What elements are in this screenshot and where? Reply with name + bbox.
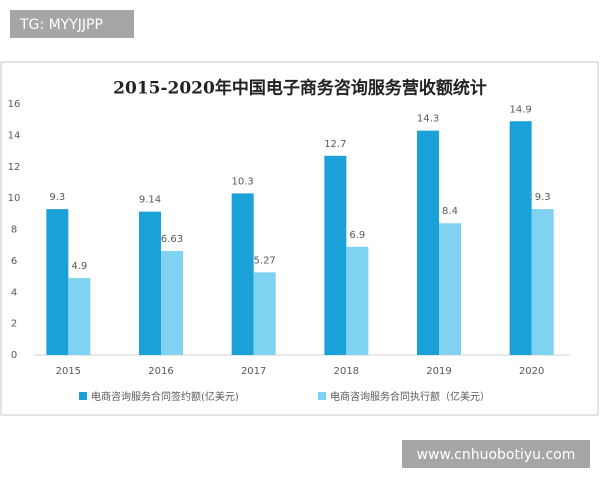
y-tick-label: 12 [8, 162, 21, 173]
bar [139, 211, 161, 355]
x-tick-label: 2019 [426, 366, 451, 377]
y-tick-label: 0 [11, 350, 17, 361]
legend-swatch [79, 392, 87, 400]
bar [417, 130, 439, 355]
chart-frame [0, 61, 599, 416]
y-tick-label: 6 [11, 256, 17, 267]
data-label: 12.7 [324, 139, 346, 150]
data-label: 6.63 [161, 234, 183, 245]
watermark-box [10, 10, 134, 38]
data-label: 9.3 [535, 192, 551, 203]
x-tick-label: 2017 [241, 366, 266, 377]
data-label: 9.14 [139, 195, 161, 206]
data-label: 6.9 [349, 230, 365, 241]
chart-title: 2015-2020年中国电子商务咨询服务营收额统计 [113, 78, 487, 99]
bar [253, 272, 276, 355]
bar [46, 209, 69, 355]
bar [324, 155, 347, 355]
data-label: 14.3 [417, 114, 439, 125]
legend-swatch [318, 392, 326, 400]
bar [161, 250, 183, 355]
watermark-box [402, 440, 590, 468]
bar [68, 278, 91, 355]
data-label: 9.3 [49, 192, 65, 203]
legend-label: 电商咨询服务合同执行额（亿美元） [330, 390, 490, 403]
bar [231, 193, 254, 355]
x-tick-label: 2020 [519, 366, 544, 377]
data-label: 4.9 [71, 261, 87, 272]
data-label: 5.27 [254, 255, 276, 266]
bar [531, 209, 554, 355]
y-tick-label: 2 [11, 319, 17, 330]
data-label: 14.9 [510, 104, 532, 115]
x-tick-label: 2015 [56, 366, 81, 377]
x-tick-label: 2018 [334, 366, 359, 377]
x-tick-label: 2016 [148, 366, 173, 377]
bar [509, 121, 532, 355]
y-tick-label: 14 [8, 130, 21, 141]
watermark: TG: MYYJJPP [19, 17, 103, 33]
y-tick-label: 8 [11, 225, 17, 236]
y-tick-label: 4 [11, 287, 17, 298]
bar [439, 223, 461, 355]
bar [346, 246, 369, 355]
data-label: 8.4 [442, 206, 458, 217]
y-tick-label: 10 [8, 193, 21, 204]
watermark: www.cnhuobotiyu.com [417, 447, 576, 463]
data-label: 10.3 [232, 176, 254, 187]
legend-label: 电商咨询服务合同签约额(亿美元) [91, 390, 239, 403]
y-tick-label: 16 [8, 99, 21, 110]
